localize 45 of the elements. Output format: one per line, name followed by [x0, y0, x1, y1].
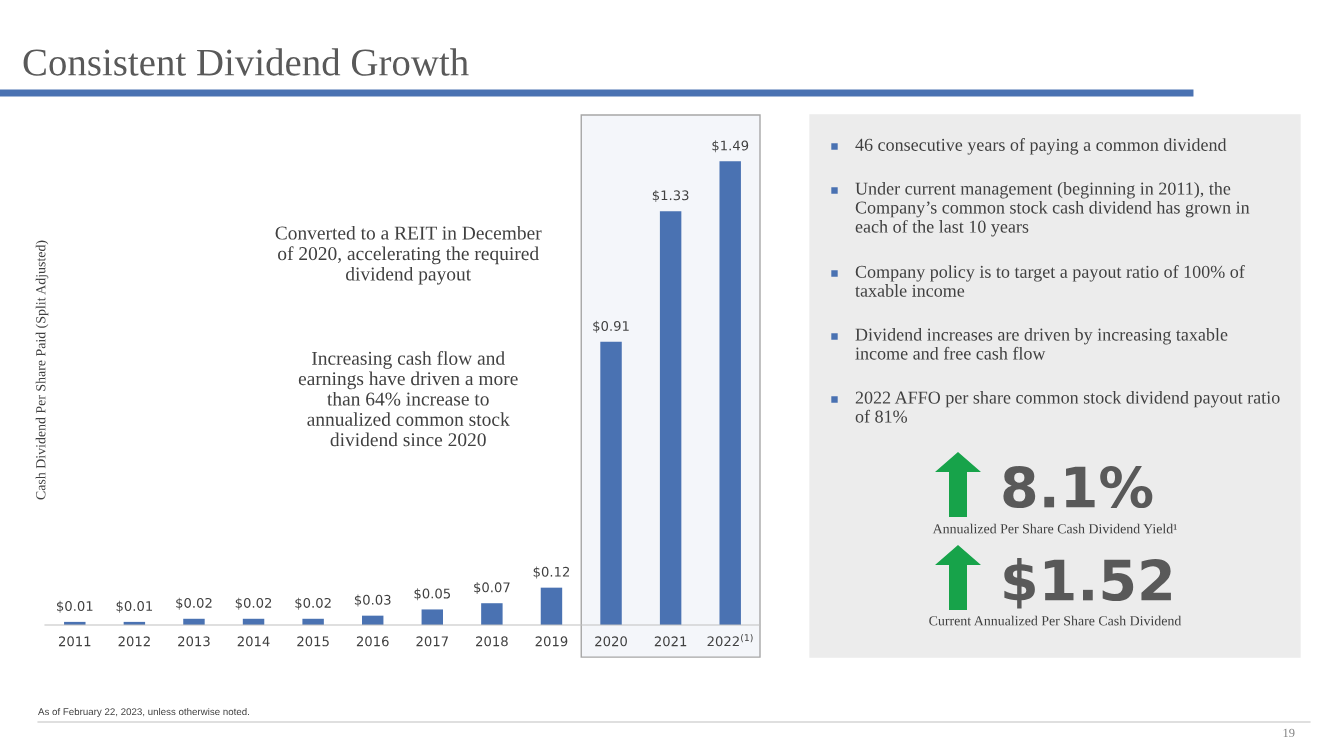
x-tick-label: 2022$^{(1)}$ — [707, 634, 753, 647]
text: Dividend increases are driven by increasing taxable income and free cash flow — [855, 328, 1228, 360]
data-label: $0.02 — [295, 597, 331, 610]
text: 2022 AFFO per share common stock dividend payout ratio of 81% — [855, 391, 1280, 423]
data-label: $0.02 — [235, 597, 272, 610]
data-label: $0.01 — [116, 600, 153, 613]
x-tick-label: 2012 — [118, 636, 150, 647]
text: Annualized Per Share Cash Dividend Yield¹ — [932, 523, 1177, 534]
data-label: $0.05 — [414, 588, 451, 601]
text: 19 — [1283, 728, 1295, 738]
bar — [421, 609, 444, 625]
x-tick-label: 2014 — [237, 636, 270, 647]
data-label: $0.01 — [57, 600, 93, 613]
text: Company policy is to target a payout ratio of 100% of taxable income — [855, 265, 1245, 297]
chart-title: Consistent Dividend Growth — [23, 48, 469, 76]
bar — [600, 341, 622, 625]
x-tick-label: 2019 — [535, 636, 568, 647]
x-tick-label: 2016 — [356, 636, 389, 647]
text: As of February 22, 2023, unless otherwise noted. — [38, 707, 249, 718]
text: Current Annualized Per Share Cash Dividend — [929, 615, 1182, 626]
text: $1.52 — [1004, 558, 1171, 609]
bar — [540, 587, 563, 625]
bar — [481, 603, 503, 625]
text: 8.1% — [1003, 466, 1153, 509]
data-label: $0.03 — [354, 594, 391, 607]
data-label: $1.49 — [712, 140, 749, 153]
bar — [719, 161, 741, 625]
x-tick-label: 2015 — [297, 636, 329, 647]
data-label: $0.02 — [176, 597, 212, 610]
text: 46 consecutive years of paying a common dividend — [855, 138, 1227, 155]
data-label: $0.91 — [593, 320, 629, 333]
y-axis-title: Cash Dividend Per Share Paid (Split Adjusted) — [35, 240, 49, 500]
x-tick-label: 2018 — [476, 636, 508, 647]
x-tick-label: 2020 — [595, 636, 627, 647]
data-label: $0.12 — [533, 566, 570, 579]
data-label: $1.33 — [652, 190, 689, 203]
x-tick-label: 2011 — [58, 636, 91, 647]
text: Under current management (beginning in 2011), the Company’s common stock cash dividend has grown in each of the last 10 years — [855, 182, 1250, 237]
x-tick-label: 2021 — [654, 636, 687, 647]
data-label: $0.07 — [474, 582, 510, 595]
bar — [659, 211, 682, 625]
x-tick-label: 2017 — [416, 636, 448, 647]
annotation: Increasing cash flow and earnings have driven a more than 64% increase to annualized common stock dividend since 2020 — [298, 350, 518, 447]
annotation: Converted to a REIT in December of 2020, accelerating the required dividend payout — [275, 225, 542, 285]
x-tick-label: 2013 — [178, 636, 210, 647]
